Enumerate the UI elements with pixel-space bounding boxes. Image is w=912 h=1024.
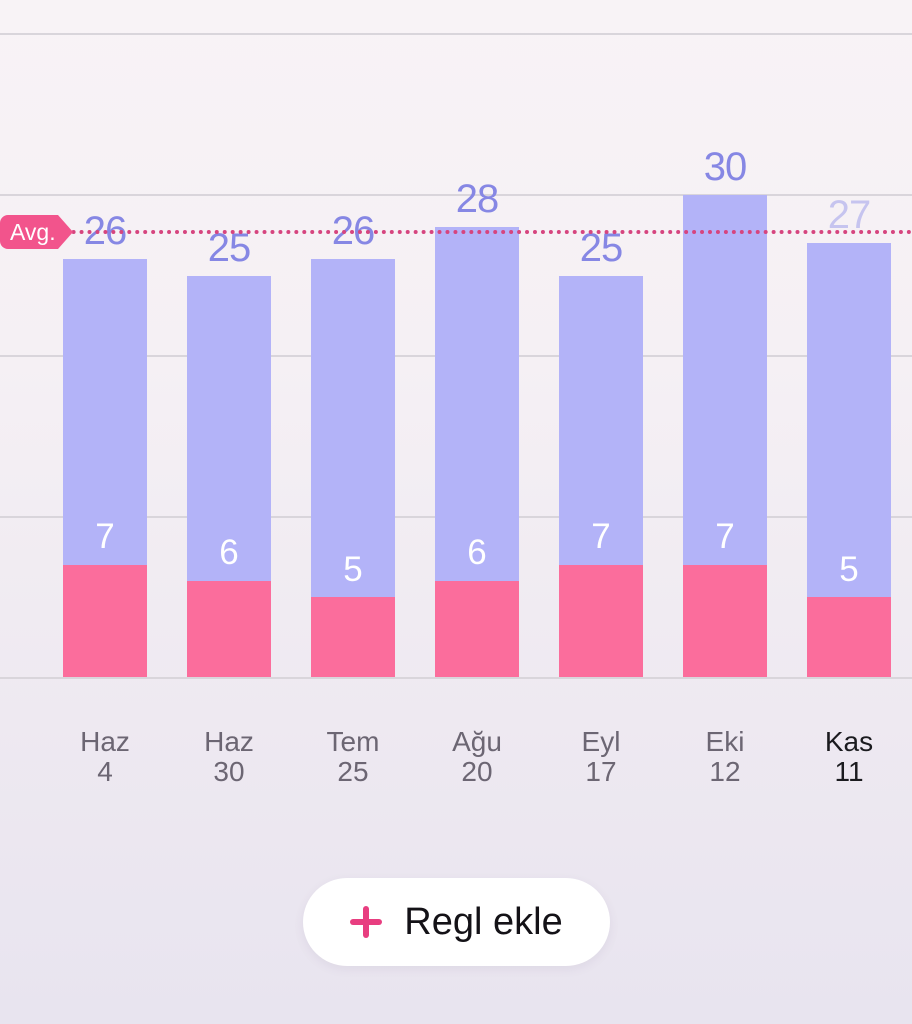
average-cycle-dotted-line — [0, 230, 912, 235]
x-label-month: Haz — [204, 726, 254, 757]
cycle-length-label: 25 — [579, 225, 624, 270]
x-axis-label: Kas 11 — [787, 727, 911, 787]
period-segment — [683, 565, 767, 677]
add-period-button-label: Regl ekle — [404, 900, 563, 943]
period-length-label: 6 — [467, 533, 487, 573]
x-axis-label: Haz 30 — [167, 727, 291, 787]
x-label-day: 4 — [97, 756, 113, 787]
cycle-length-label: 25 — [207, 225, 252, 270]
x-label-month: Tem — [326, 726, 380, 757]
x-label-day: 12 — [709, 756, 741, 787]
period-segment — [63, 565, 147, 677]
period-segment — [435, 581, 519, 677]
gridline — [0, 33, 912, 35]
avg-badge-arrow — [57, 215, 73, 250]
x-label-day: 20 — [461, 756, 493, 787]
cycle-bar[interactable] — [187, 275, 271, 677]
x-axis-label: Tem 25 — [291, 727, 415, 787]
cycle-bar[interactable] — [311, 259, 395, 677]
cycle-bar[interactable] — [435, 227, 519, 677]
x-label-month: Kas — [824, 726, 874, 757]
add-period-button[interactable]: Regl ekle — [303, 878, 610, 966]
x-label-day: 17 — [585, 756, 617, 787]
gridline — [0, 677, 912, 679]
period-length-label: 7 — [95, 517, 115, 557]
avg-badge: Avg. — [0, 215, 73, 250]
x-label-day: 11 — [834, 756, 864, 787]
cycle-bar[interactable] — [807, 243, 891, 677]
gridline — [0, 194, 912, 196]
period-length-label: 7 — [591, 517, 611, 557]
x-label-month: Haz — [80, 726, 130, 757]
avg-badge-label: Avg. — [0, 215, 58, 250]
x-axis-label: Haz 4 — [43, 727, 167, 787]
period-length-label: 6 — [219, 533, 239, 573]
period-length-label: 5 — [839, 549, 859, 589]
period-segment — [559, 565, 643, 677]
period-segment — [807, 597, 891, 677]
period-segment — [187, 581, 271, 677]
cycle-bar[interactable] — [63, 259, 147, 677]
x-axis-label: Ağu 20 — [415, 727, 539, 787]
x-label-month: Eyl — [581, 726, 621, 757]
period-length-label: 5 — [343, 549, 363, 589]
x-label-day: 30 — [213, 756, 245, 787]
cycle-bar[interactable] — [683, 195, 767, 677]
cycle-length-label: 30 — [703, 145, 748, 189]
period-length-label: 7 — [715, 517, 735, 557]
x-label-month: Ağu — [452, 726, 502, 757]
period-segment — [311, 597, 395, 677]
x-label-month: Eki — [705, 726, 745, 757]
cycle-bar[interactable] — [559, 275, 643, 677]
x-axis-label: Eki 12 — [663, 727, 787, 787]
cycle-length-label: 27 — [827, 193, 872, 238]
x-axis-label: Eyl 17 — [539, 727, 663, 787]
x-label-day: 25 — [337, 756, 369, 787]
cycle-length-label: 28 — [455, 177, 500, 222]
plus-icon — [350, 906, 383, 938]
